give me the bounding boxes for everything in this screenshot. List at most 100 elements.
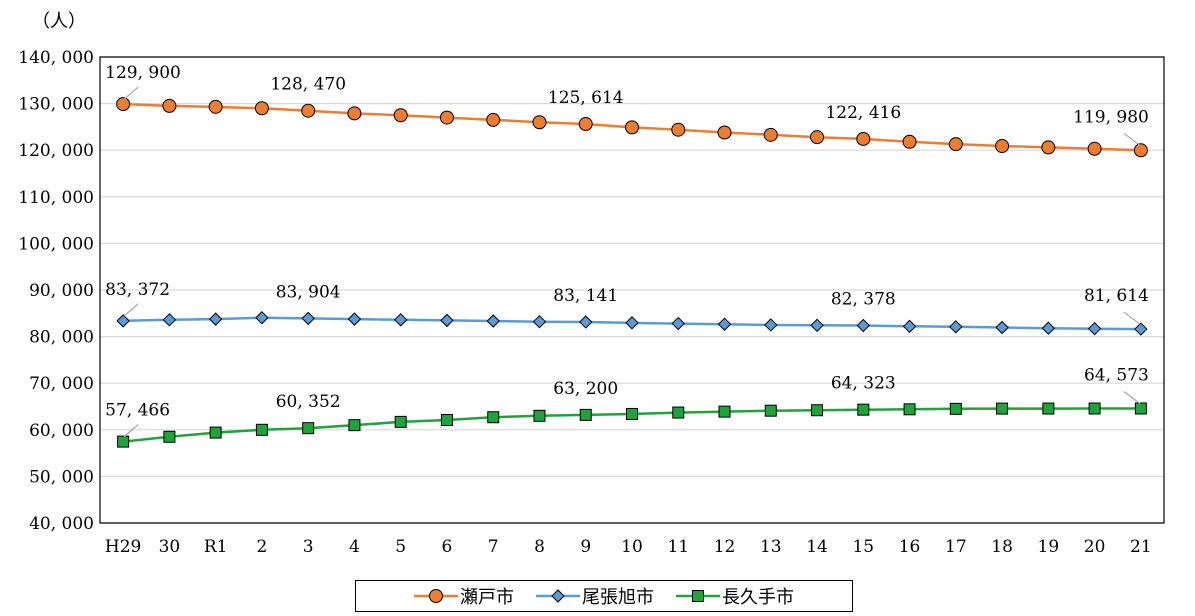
label-leader-line: [1123, 311, 1141, 325]
legend-item-seto: 瀬戸市: [414, 583, 514, 609]
x-tick-label: 9: [580, 537, 591, 557]
series-2: [117, 402, 1147, 448]
data-label: 125, 614: [548, 88, 624, 108]
data-point: [209, 426, 222, 439]
data-point: [347, 106, 362, 121]
series-1: [116, 311, 1148, 336]
data-point: [348, 419, 361, 432]
data-point: [579, 315, 593, 329]
data-point: [856, 131, 871, 146]
x-tick-label: 16: [899, 537, 921, 557]
data-labels-layer: 129, 900 128, 470 125, 614 122, 416 119, 980…: [105, 63, 1149, 438]
data-point: [393, 108, 408, 123]
x-tick-label: 15: [852, 537, 874, 557]
x-tick-label: H29: [105, 537, 141, 557]
data-point: [995, 320, 1009, 335]
data-point: [579, 408, 592, 421]
y-tick-label: 140, 000: [18, 48, 94, 68]
data-label: 64, 323: [831, 374, 896, 394]
series-layer: [116, 97, 1148, 448]
x-tick-label: 21: [1130, 537, 1152, 557]
series-0: [116, 97, 1148, 158]
data-point: [949, 402, 962, 415]
data-point: [208, 312, 223, 326]
data-point: [671, 316, 685, 331]
data-point: [857, 403, 870, 416]
x-tick-label: 11: [667, 537, 689, 557]
x-axis: H29 30 R1 2 3 4 5 6 7 8 9 10 11 12 13 14 15 16 17 18 19 20 21: [105, 537, 1152, 557]
data-point: [486, 112, 501, 127]
data-point: [117, 435, 130, 448]
data-label: 64, 573: [1084, 365, 1149, 385]
diamond-marker-icon: [536, 589, 580, 603]
data-point: [717, 125, 732, 140]
y-tick-label: 60, 000: [29, 421, 94, 441]
data-label: 83, 141: [553, 286, 618, 306]
y-tick-label: 100, 000: [18, 234, 94, 254]
data-label: 122, 416: [825, 103, 901, 123]
data-point: [486, 314, 500, 328]
y-tick-label: 80, 000: [29, 328, 94, 348]
data-point: [1041, 140, 1056, 155]
data-point: [1088, 402, 1101, 415]
data-point: [578, 117, 593, 132]
data-point: [671, 122, 686, 137]
data-point: [902, 134, 917, 149]
data-point: [1134, 322, 1148, 336]
x-tick-label: R1: [204, 537, 228, 557]
data-label: 60, 352: [276, 392, 341, 412]
line-chart: （人） 40, 000 50, 000 60, 000 70, 000 80, 000 9…: [18, 11, 1165, 557]
data-point: [902, 319, 917, 334]
data-point: [302, 422, 315, 435]
legend-item-owariasahi: 尾張旭市: [536, 583, 654, 609]
data-label: 129, 900: [105, 63, 181, 83]
data-point: [626, 407, 638, 420]
label-leader-line: [123, 303, 139, 317]
x-tick-label: 18: [991, 537, 1013, 557]
x-tick-label: 17: [945, 537, 967, 557]
data-point: [440, 414, 453, 427]
data-point: [995, 139, 1010, 154]
data-point: [301, 103, 316, 118]
x-tick-label: 3: [303, 537, 314, 557]
label-leader-line: [1123, 132, 1141, 146]
y-tick-label: 70, 000: [29, 374, 94, 394]
data-point: [440, 313, 454, 328]
data-label: 128, 470: [270, 75, 346, 95]
data-point: [347, 312, 362, 326]
x-tick-label: 5: [395, 537, 406, 557]
plot-area-border: [99, 56, 1165, 524]
legend-label-owariasahi: 尾張旭市: [582, 587, 654, 608]
data-point: [162, 313, 177, 327]
data-point: [717, 317, 732, 331]
data-point: [301, 311, 315, 326]
data-point: [1042, 402, 1055, 415]
x-tick-label: 20: [1084, 537, 1106, 557]
x-tick-label: 8: [534, 537, 545, 557]
x-tick-label: 4: [349, 537, 360, 557]
data-label: 119, 980: [1073, 107, 1149, 127]
data-point: [487, 411, 500, 424]
circle-marker-icon: [414, 589, 458, 603]
label-leader-line: [1123, 391, 1141, 404]
y-tick-label: 120, 000: [18, 141, 94, 161]
label-leader-line: [123, 86, 139, 100]
y-tick-label: 50, 000: [29, 467, 94, 487]
data-label: 83, 904: [276, 282, 341, 302]
data-label: 63, 200: [553, 379, 618, 399]
square-marker-icon: [676, 590, 720, 602]
legend-item-nagakute: 長久手市: [676, 583, 794, 609]
y-tick-label: 130, 000: [18, 95, 94, 115]
data-point: [810, 318, 824, 333]
y-tick-label: 90, 000: [29, 281, 94, 301]
data-point: [1134, 402, 1147, 415]
x-tick-label: 2: [256, 537, 267, 557]
data-point: [208, 99, 223, 114]
y-unit-label: （人）: [32, 11, 86, 32]
x-tick-label: 19: [1038, 537, 1060, 557]
data-point: [672, 406, 685, 419]
data-point: [255, 423, 268, 436]
data-point: [116, 314, 130, 328]
data-label: 81, 614: [1084, 286, 1149, 306]
data-point: [1133, 143, 1148, 158]
